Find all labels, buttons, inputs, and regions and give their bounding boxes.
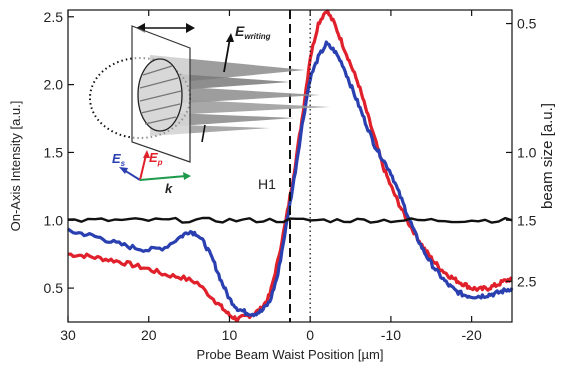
- y-tick-label: 1.0: [44, 212, 64, 228]
- x-axis-title: Probe Beam Waist Position [µm]: [197, 347, 384, 362]
- series-line-3: [67, 216, 513, 224]
- polarization-axes: Es Ep k: [112, 150, 191, 196]
- beam-filament: [150, 85, 320, 105]
- y2-tick-label: 2.5: [517, 273, 537, 289]
- e-writing-label: Ewriting: [235, 23, 271, 41]
- axes-layer: 30 20 10 0 -10 -20 0.5 1.0 1.5 2.0 2.5 0.5 1.0 1.5 2.5…: [8, 9, 556, 362]
- beam-mark: [201, 124, 206, 143]
- y-axis-title: On-Axis Intensity [a.u.]: [8, 101, 23, 232]
- y-tick-label: 0.5: [44, 280, 64, 296]
- hatch-line: [139, 90, 182, 102]
- y-tick-label: 1.5: [44, 144, 64, 160]
- e-s-arrow-head: [119, 167, 128, 174]
- y-tick-label: 2.5: [44, 9, 64, 25]
- x-tick-label: 0: [306, 327, 314, 343]
- y2-axis-title: beam size [a.u.]: [539, 103, 556, 209]
- e-s-label: Es: [112, 151, 126, 168]
- e-p-arrow-head: [143, 150, 150, 158]
- series-layer: [67, 9, 514, 322]
- series-line-1: [67, 9, 513, 322]
- x-tick-label: -10: [381, 327, 401, 343]
- e-p-label: Ep: [149, 150, 163, 167]
- x-tick-label: -20: [462, 327, 482, 343]
- e-writing-arrow-head: [226, 33, 234, 42]
- e-s-vector: [123, 169, 141, 181]
- hatch-line: [142, 65, 173, 76]
- e-p-vector: [139, 154, 147, 181]
- beam-filament: [150, 98, 330, 116]
- translation-arrow-right-head: [186, 23, 195, 33]
- y2-tick-label: 1.5: [517, 212, 537, 228]
- reference-lines: H1: [258, 10, 311, 322]
- x-tick-label: 30: [60, 327, 76, 343]
- hatch-line: [144, 116, 177, 125]
- y-tick-label: 2.0: [44, 77, 64, 93]
- y2-tick-label: 0.5: [517, 16, 537, 32]
- k-label: k: [165, 181, 173, 196]
- x-tick-label: 20: [141, 327, 157, 343]
- inset-schematic: Ewriting Es Ep k: [89, 23, 330, 196]
- x-tick-label: 10: [222, 327, 238, 343]
- e-writing-arrow: [223, 37, 231, 73]
- plot-frame: [67, 9, 513, 323]
- series-line-2: [67, 40, 514, 318]
- h1-label: H1: [258, 176, 276, 192]
- k-arrow-head: [183, 172, 191, 180]
- hatch-line: [139, 77, 179, 89]
- k-vector: [139, 175, 187, 181]
- aperture-ellipse: [137, 58, 183, 132]
- aperture-hatching: [139, 65, 182, 125]
- y2-tick-label: 1.0: [517, 144, 537, 160]
- hatch-line: [140, 103, 181, 114]
